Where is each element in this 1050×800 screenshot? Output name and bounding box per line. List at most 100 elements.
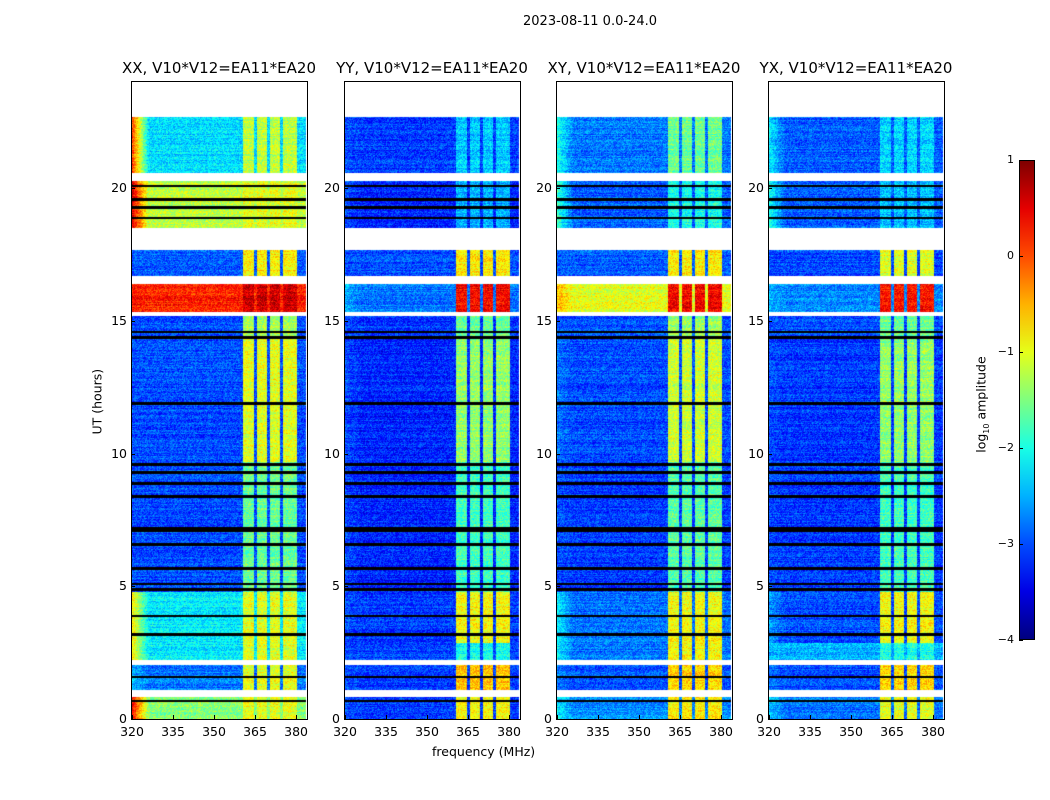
y-tick-mark (768, 586, 772, 588)
colorbar-tick-label: −3 (997, 537, 1014, 550)
figure-title: 2023-08-11 0.0-24.0 (523, 14, 657, 29)
x-tick-mark (296, 715, 298, 719)
colorbar-label-main: log (973, 433, 989, 453)
heatmap-panel-2 (556, 81, 733, 720)
x-tick-label: 320 (545, 724, 569, 739)
x-tick-label: 335 (374, 724, 398, 739)
y-tick-label: 10 (324, 445, 340, 461)
x-tick-mark (851, 715, 853, 719)
x-tick-label: 320 (757, 724, 781, 739)
x-tick-mark (721, 715, 723, 719)
x-tick-mark (427, 715, 429, 719)
colorbar-tick-label: 1 (1007, 153, 1014, 166)
x-tick-mark (892, 715, 894, 719)
colorbar-label: log10 amplitude (973, 349, 991, 453)
x-tick-label: 365 (243, 724, 267, 739)
y-tick-label: 20 (748, 180, 764, 196)
colorbar-tick-mark (1019, 256, 1023, 257)
colorbar-tick-mark (1019, 640, 1023, 641)
colorbar-tick-mark (1019, 160, 1023, 161)
x-tick-mark (598, 715, 600, 719)
y-tick-mark (556, 188, 560, 190)
y-tick-mark (344, 453, 348, 455)
y-tick-mark (556, 586, 560, 588)
x-tick-label: 335 (161, 724, 185, 739)
x-tick-mark (214, 715, 216, 719)
y-tick-label: 0 (119, 711, 127, 726)
y-tick-label: 15 (324, 312, 340, 328)
y-tick-mark (344, 719, 348, 720)
panel-title: XY, V10*V12=EA11*EA20 (547, 59, 741, 77)
heatmap-image (345, 82, 520, 719)
x-tick-label: 350 (839, 724, 863, 739)
heatmap-panel-3 (768, 81, 945, 720)
y-tick-label: 15 (536, 312, 552, 328)
x-tick-mark (468, 715, 470, 719)
x-tick-label: 380 (921, 724, 945, 739)
y-tick-mark (768, 320, 772, 322)
y-tick-label: 20 (111, 180, 127, 196)
x-tick-mark (132, 715, 133, 719)
x-axis-label: frequency (MHz) (432, 744, 536, 759)
x-tick-mark (173, 715, 175, 719)
y-tick-mark (556, 719, 560, 720)
x-tick-mark (386, 715, 388, 719)
heatmap-panel-0 (131, 81, 308, 720)
y-tick-mark (131, 453, 135, 455)
x-tick-mark (639, 715, 641, 719)
heatmap-image (132, 82, 307, 719)
x-tick-mark (680, 715, 682, 719)
x-tick-mark (509, 715, 511, 719)
heatmap-image (557, 82, 732, 719)
colorbar-tick-mark (1019, 352, 1023, 353)
y-tick-mark (344, 586, 348, 588)
y-tick-label: 15 (111, 312, 127, 328)
x-tick-label: 350 (202, 724, 226, 739)
x-tick-label: 335 (586, 724, 610, 739)
x-tick-label: 350 (627, 724, 651, 739)
y-tick-label: 20 (324, 180, 340, 196)
colorbar-tick-label: 0 (1007, 249, 1014, 262)
heatmap-panel-1 (344, 81, 521, 720)
y-tick-label: 10 (111, 445, 127, 461)
colorbar-tick-mark (1019, 448, 1023, 449)
x-tick-label: 380 (284, 724, 308, 739)
x-tick-label: 380 (709, 724, 733, 739)
x-tick-label: 365 (456, 724, 480, 739)
y-tick-label: 5 (332, 578, 340, 594)
x-tick-label: 350 (415, 724, 439, 739)
x-tick-label: 365 (668, 724, 692, 739)
y-tick-label: 10 (536, 445, 552, 461)
y-tick-mark (768, 719, 772, 720)
x-tick-label: 320 (333, 724, 357, 739)
y-tick-mark (131, 719, 135, 720)
x-tick-label: 320 (120, 724, 144, 739)
x-tick-mark (557, 715, 558, 719)
y-axis-label: UT (hours) (89, 368, 105, 435)
colorbar-tick-mark (1019, 544, 1023, 545)
y-tick-label: 15 (748, 312, 764, 328)
y-tick-mark (131, 320, 135, 322)
colorbar-tick-label: −4 (997, 633, 1014, 646)
colorbar-tick-label: −1 (997, 345, 1014, 358)
x-tick-mark (345, 715, 346, 719)
y-tick-mark (768, 188, 772, 190)
x-tick-label: 380 (497, 724, 521, 739)
colorbar-label-rest: amplitude (973, 356, 989, 424)
x-tick-mark (769, 715, 770, 719)
panel-title: YX, V10*V12=EA11*EA20 (759, 59, 953, 77)
y-tick-mark (344, 320, 348, 322)
heatmap-image (769, 82, 944, 719)
panel-title: XX, V10*V12=EA11*EA20 (121, 59, 316, 77)
y-tick-label: 5 (544, 578, 552, 594)
y-tick-label: 5 (756, 578, 764, 594)
y-tick-label: 0 (756, 711, 764, 726)
colorbar-tick-label: −2 (997, 441, 1014, 454)
y-tick-label: 0 (332, 711, 340, 726)
y-tick-label: 10 (748, 445, 764, 461)
x-tick-mark (255, 715, 257, 719)
y-tick-mark (556, 320, 560, 322)
y-tick-label: 20 (536, 180, 552, 196)
x-tick-label: 335 (798, 724, 822, 739)
